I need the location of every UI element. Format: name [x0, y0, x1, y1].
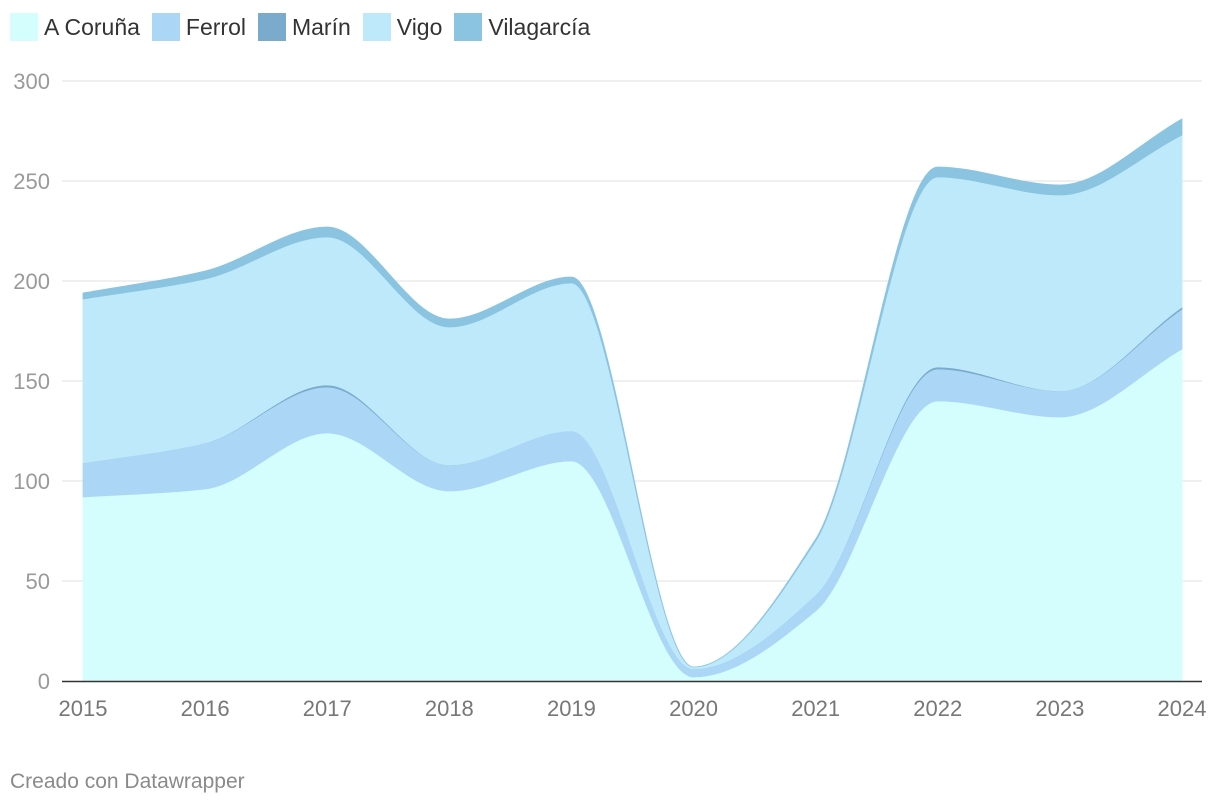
y-tick-label-250: 250	[13, 169, 50, 194]
x-axis-ticks: 2015 2016 2017 2018 2019 2020 2021 2022 2023 2024	[59, 696, 1207, 721]
x-tick-label-2021: 2021	[791, 696, 840, 721]
legend-label-vigo: Vigo	[396, 13, 443, 40]
legend-label-vilagarcia: Vilagarcía	[488, 13, 591, 40]
y-tick-label-100: 100	[13, 469, 50, 494]
y-tick-label-150: 150	[13, 369, 50, 394]
legend-swatch-vigo	[362, 13, 391, 41]
x-tick-label-2015: 2015	[59, 696, 108, 721]
x-tick-label-2018: 2018	[425, 696, 474, 721]
legend-item-a-coruna: A Coruña	[10, 13, 140, 41]
x-tick-label-2023: 2023	[1035, 696, 1084, 721]
legend-swatch-marin	[257, 13, 286, 41]
credit-footer: Creado con Datawrapper	[10, 770, 245, 793]
legend: A Coruña Ferrol Marín Vigo Vilagarcía	[10, 10, 602, 44]
y-tick-label-200: 200	[13, 269, 50, 294]
x-tick-label-2022: 2022	[913, 696, 962, 721]
x-tick-label-2019: 2019	[547, 696, 596, 721]
y-tick-label-0: 0	[38, 669, 50, 694]
y-axis-ticks: 0 50 100 150 200 250 300	[13, 69, 50, 694]
x-tick-label-2020: 2020	[669, 696, 718, 721]
legend-label-ferrol: Ferrol	[185, 13, 246, 40]
y-tick-label-50: 50	[26, 569, 50, 594]
legend-item-vilagarcia: Vilagarcía	[454, 13, 590, 41]
area-series-vilagarc-a	[82, 118, 1183, 668]
legend-item-marin: Marín	[257, 13, 351, 41]
legend-item-vigo: Vigo	[362, 13, 443, 41]
legend-label-a-coruna: A Coruña	[44, 13, 140, 40]
legend-label-marin: Marín	[291, 13, 351, 40]
area-series	[82, 118, 1183, 682]
x-tick-label-2024: 2024	[1158, 696, 1207, 721]
legend-swatch-vilagarcia	[454, 13, 483, 41]
x-tick-label-2016: 2016	[181, 696, 230, 721]
x-tick-label-2017: 2017	[303, 696, 352, 721]
legend-swatch-ferrol	[151, 13, 180, 41]
y-tick-label-300: 300	[13, 69, 50, 94]
legend-swatch-a-coruna	[10, 13, 38, 41]
legend-item-ferrol: Ferrol	[151, 13, 246, 41]
